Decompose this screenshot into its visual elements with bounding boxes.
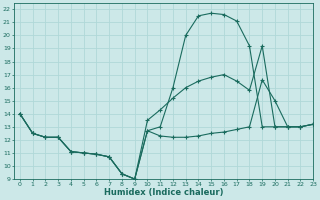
X-axis label: Humidex (Indice chaleur): Humidex (Indice chaleur) xyxy=(104,188,223,197)
